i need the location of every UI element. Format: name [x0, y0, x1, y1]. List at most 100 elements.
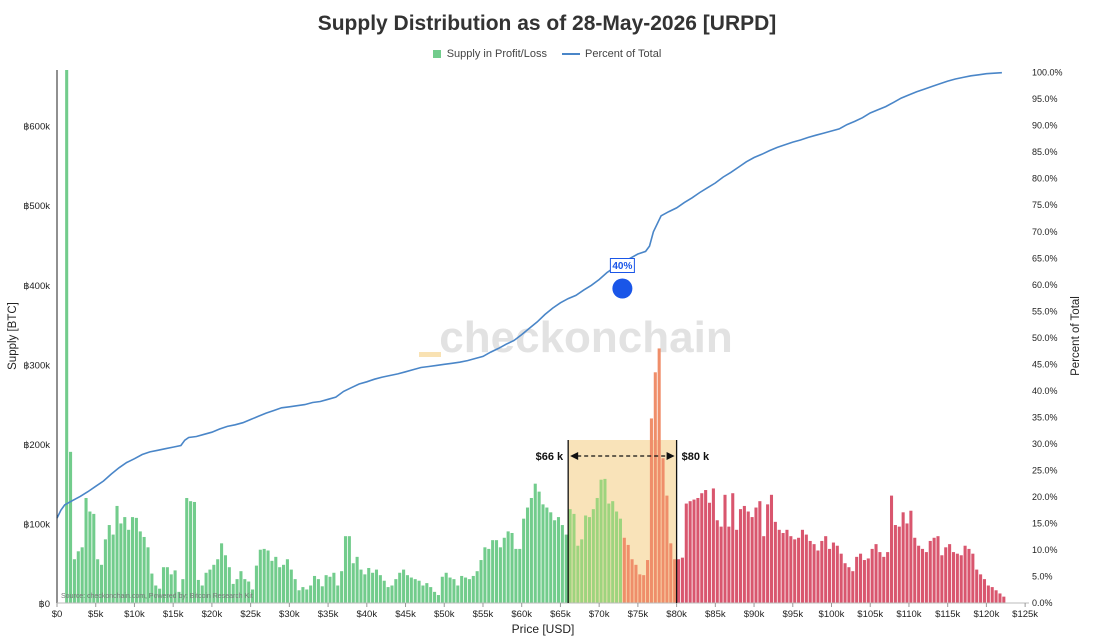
watermark-text: checkonchain	[439, 313, 732, 362]
marker-label-box	[609, 258, 635, 274]
supply-bar	[525, 507, 530, 603]
supply-bar	[239, 571, 243, 603]
supply-bar	[893, 525, 897, 603]
y-tick-label: ฿300k	[23, 360, 50, 371]
supply-bar	[773, 521, 777, 603]
supply-bar	[332, 572, 336, 603]
y-tick-label: ฿500k	[23, 201, 50, 212]
supply-bar	[208, 569, 212, 603]
supply-bar	[797, 537, 801, 603]
supply-bar	[394, 579, 398, 603]
x-tick-label: $125k	[1012, 609, 1038, 620]
supply-bar	[684, 503, 688, 603]
supply-bar	[677, 559, 681, 603]
supply-bar	[479, 560, 483, 603]
supply-bar	[92, 513, 96, 603]
supply-bar	[781, 532, 785, 603]
supply-bar	[862, 560, 866, 603]
supply-bar	[293, 579, 297, 603]
supply-bar	[359, 569, 363, 603]
supply-bar	[866, 558, 870, 603]
supply-bar	[84, 497, 88, 603]
supply-bar	[804, 534, 808, 603]
supply-bar	[355, 556, 359, 603]
supply-bar	[917, 545, 921, 603]
y2-tick-label: 15.0%	[1032, 518, 1058, 528]
supply-bar	[494, 540, 499, 603]
supply-bar	[855, 556, 859, 603]
supply-bar	[413, 579, 417, 603]
x-tick-label: $65k	[550, 609, 571, 620]
supply-bar	[405, 575, 409, 603]
supply-bar	[723, 494, 727, 603]
supply-bar	[154, 585, 158, 603]
supply-bar	[711, 488, 715, 603]
supply-bar	[665, 495, 669, 603]
supply-bar	[920, 548, 925, 603]
y2-tick-label: 35.0%	[1032, 412, 1058, 422]
chart-title: Supply Distribution as of 28-May-2026 [U…	[317, 12, 777, 35]
supply-bar	[498, 547, 502, 603]
supply-bar	[762, 536, 766, 603]
supply-bar	[560, 525, 564, 603]
supply-bar	[580, 539, 584, 603]
supply-bar	[731, 493, 735, 603]
supply-bar	[367, 567, 371, 603]
x-tick-label: $55k	[473, 609, 494, 620]
supply-bar	[115, 505, 119, 603]
supply-bar	[874, 544, 878, 603]
supply-bar	[568, 509, 572, 603]
y-tick-label: ฿400k	[23, 281, 50, 292]
y2-tick-label: 45.0%	[1032, 359, 1058, 369]
legend-item-supply[interactable]: Supply in Profit/Loss	[432, 48, 547, 61]
y2-tick-label: 55.0%	[1032, 306, 1058, 316]
supply-bar	[859, 553, 863, 603]
supply-bar	[661, 458, 665, 603]
x-tick-label: $40k	[356, 609, 377, 620]
supply-bar	[425, 583, 429, 603]
supply-bar	[274, 556, 278, 603]
supply-bar	[522, 518, 526, 603]
supply-bar	[371, 572, 375, 603]
x-tick-label: $0	[52, 609, 63, 620]
supply-bar	[374, 569, 379, 603]
supply-bar	[289, 569, 293, 603]
x-tick-label: $110k	[896, 609, 921, 620]
supply-bar	[150, 573, 154, 603]
x-tick-label: $35k	[318, 609, 339, 620]
y2-tick-label: 25.0%	[1032, 465, 1058, 475]
supply-bar	[220, 543, 224, 603]
supply-bar	[169, 574, 173, 603]
supply-bar	[138, 531, 142, 603]
supply-bar	[134, 517, 138, 603]
y2-tick-label: 75.0%	[1032, 200, 1058, 210]
chart-legend: Supply in Profit/Loss Percent of Total	[0, 48, 1094, 60]
x-tick-label: $75k	[628, 609, 649, 620]
supply-bar	[688, 501, 692, 603]
supply-bar	[719, 526, 723, 603]
supply-bar	[328, 576, 332, 603]
supply-bar	[429, 587, 433, 603]
supply-bar	[653, 372, 657, 603]
y2-tick-label: 80.0%	[1032, 174, 1058, 184]
supply-bars	[65, 70, 1006, 603]
supply-bar	[618, 518, 622, 603]
supply-bar	[564, 534, 568, 603]
supply-bar	[982, 579, 987, 603]
y2-tick-label: 50.0%	[1032, 333, 1058, 343]
supply-bar	[924, 552, 928, 603]
legend-item-percent[interactable]: Percent of Total	[562, 48, 661, 60]
range-arrow-right-icon	[666, 452, 675, 460]
source-note: Source: checkonchain.com, Powered by: Bi…	[61, 593, 253, 600]
supply-bar	[657, 348, 661, 603]
supply-bar	[173, 570, 177, 603]
supply-bar	[216, 559, 220, 603]
supply-bar	[1002, 596, 1006, 603]
marker-label: 40%	[612, 261, 632, 272]
legend-label-supply: Supply in Profit/Loss	[446, 48, 547, 61]
supply-bar	[607, 503, 611, 603]
axes-layer: ฿0 ฿100k ฿200k ฿300k ฿400k ฿500k ฿600k 0.0% 5.0%…	[7, 68, 1082, 636]
supply-bar	[816, 550, 820, 603]
supply-bar	[158, 588, 162, 603]
supply-bar	[948, 544, 952, 603]
